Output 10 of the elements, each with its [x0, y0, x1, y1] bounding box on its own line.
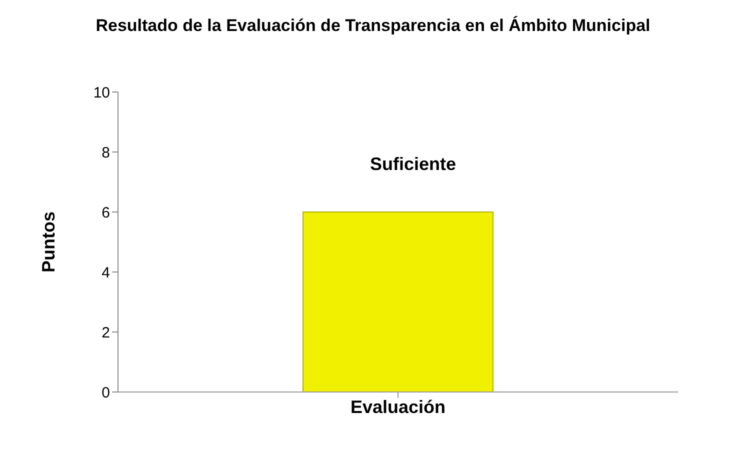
chart-title: Resultado de la Evaluación de Transparencia en el Ámbito Municipal: [94, 15, 652, 37]
y-tick-label: 10: [93, 84, 110, 102]
y-axis-title: Puntos: [38, 212, 58, 272]
x-tick-label: Evaluación: [350, 396, 446, 417]
y-tick-label: 2: [102, 324, 110, 342]
y-tick-label: 6: [102, 204, 110, 222]
y-tick-label: 4: [102, 264, 110, 282]
y-tick-label: 0: [102, 384, 110, 402]
annotation: Suficiente: [370, 154, 456, 174]
y-tick-label: 8: [102, 144, 110, 162]
